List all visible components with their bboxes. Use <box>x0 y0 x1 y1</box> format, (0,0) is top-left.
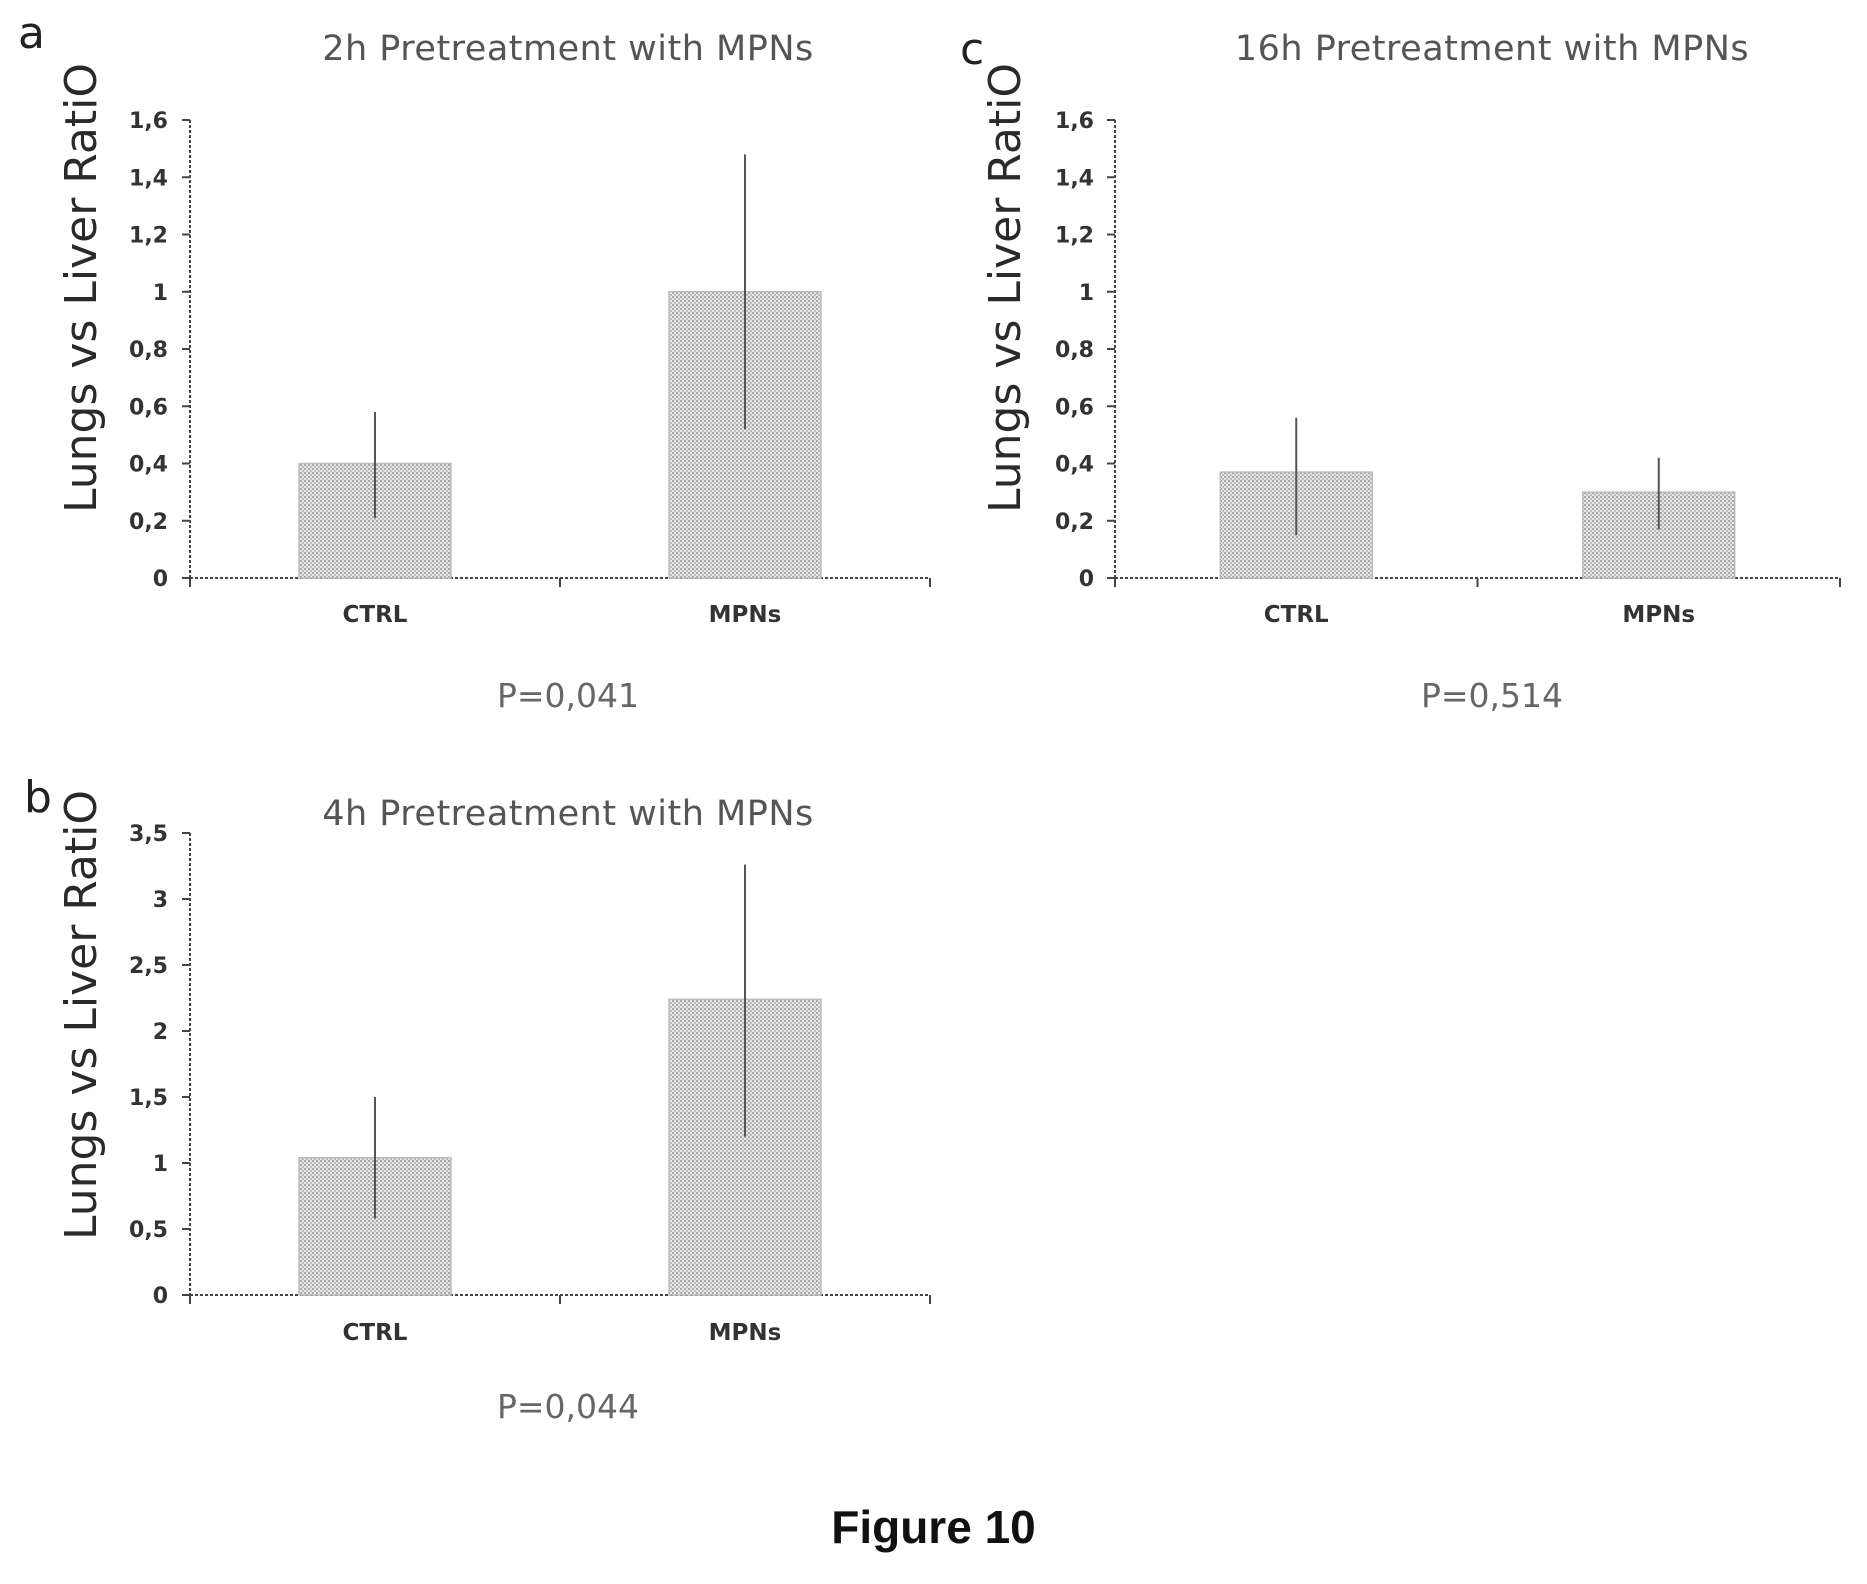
panel-a-plot-area: 0 0,2 0,4 0,6 0,8 1 1,2 1,4 1,6 CTRL MPNs <box>129 109 931 628</box>
panel-b-letter: b <box>24 772 52 823</box>
panel-a-y-tick-label: 1,2 <box>129 224 168 249</box>
panel-c-category-label-mpns: MPNs <box>1622 602 1695 628</box>
panel-b-y-tick-label: 0 <box>153 1284 168 1309</box>
panel-b-category-label-ctrl: CTRL <box>343 1320 408 1346</box>
panel-a-y-tick-label: 1 <box>153 281 168 306</box>
panel-c-chart: c 16h Pretreatment with MPNs Lungs vs Li… <box>960 24 1841 715</box>
panel-b-y-tick-label: 0,5 <box>129 1218 168 1243</box>
panel-b-y-tick-label: 3 <box>153 888 168 913</box>
panel-a-letter: a <box>18 8 45 59</box>
panel-a-y-axis-label: Lungs vs Liver RatiO <box>56 63 107 513</box>
panel-c-y-tick-label: 0,2 <box>1055 510 1094 535</box>
panel-a-y-tick-label: 0 <box>153 567 168 592</box>
panel-c-y-tick-label: 1,2 <box>1055 224 1094 249</box>
panel-c-y-tick-label: 1,6 <box>1055 109 1094 134</box>
panel-b-y-axis-label: Lungs vs Liver RatiO <box>56 790 107 1240</box>
panel-c-y-tick-label: 0,6 <box>1055 395 1094 420</box>
panel-c-y-tick-label: 0,4 <box>1055 453 1094 478</box>
panel-b-y-tick-label: 1 <box>153 1152 168 1177</box>
panel-a-y-tick-label: 1,6 <box>129 109 168 134</box>
panel-b-y-tick-label: 2,5 <box>129 954 168 979</box>
panel-a-chart: a 2h Pretreatment with MPNs Lungs vs Liv… <box>18 8 931 715</box>
panel-c-category-label-ctrl: CTRL <box>1264 602 1329 628</box>
panel-c-y-tick-label: 1,4 <box>1055 166 1094 191</box>
panel-c-p-value: P=0,514 <box>1421 676 1563 715</box>
panel-a-title: 2h Pretreatment with MPNs <box>322 29 814 69</box>
panel-a-y-tick-label: 0,6 <box>129 395 168 420</box>
panel-c-title: 16h Pretreatment with MPNs <box>1235 29 1749 69</box>
panel-b-y-tick-label: 1,5 <box>129 1086 168 1111</box>
panel-a-y-tick-label: 0,2 <box>129 510 168 535</box>
figure-caption: Figure 10 <box>831 1501 1036 1553</box>
panel-a-y-tick-label: 1,4 <box>129 166 168 191</box>
panel-b-y-tick-label: 2 <box>153 1020 168 1045</box>
panel-c-y-tick-label: 0 <box>1079 567 1094 592</box>
panel-c-y-tick-label: 1 <box>1079 281 1094 306</box>
panel-b-y-tick-label: 3,5 <box>129 822 168 847</box>
panel-c-plot-area: 0 0,2 0,4 0,6 0,8 1 1,2 1,4 1,6 CTRL MPNs <box>1055 109 1841 628</box>
panel-a-y-tick-label: 0,8 <box>129 338 168 363</box>
panel-a-category-label-mpns: MPNs <box>709 602 782 628</box>
panel-c-y-axis-label: Lungs vs Liver RatiO <box>980 63 1031 513</box>
panel-a-y-tick-label: 0,4 <box>129 453 168 478</box>
panel-b-plot-area: 0 0,5 1 1,5 2 2,5 3 3,5 CTRL MPNs <box>129 822 931 1346</box>
panel-a-category-label-ctrl: CTRL <box>343 602 408 628</box>
panel-b-title: 4h Pretreatment with MPNs <box>322 794 814 834</box>
panel-c-letter: c <box>960 24 984 75</box>
panel-b-p-value: P=0,044 <box>497 1387 639 1426</box>
panel-a-bar-mpns <box>668 291 822 579</box>
panel-c-y-tick-label: 0,8 <box>1055 338 1094 363</box>
panel-a-p-value: P=0,041 <box>497 676 639 715</box>
panel-b-chart: b 4h Pretreatment with MPNs Lungs vs Liv… <box>24 772 931 1426</box>
panel-b-category-label-mpns: MPNs <box>709 1320 782 1346</box>
